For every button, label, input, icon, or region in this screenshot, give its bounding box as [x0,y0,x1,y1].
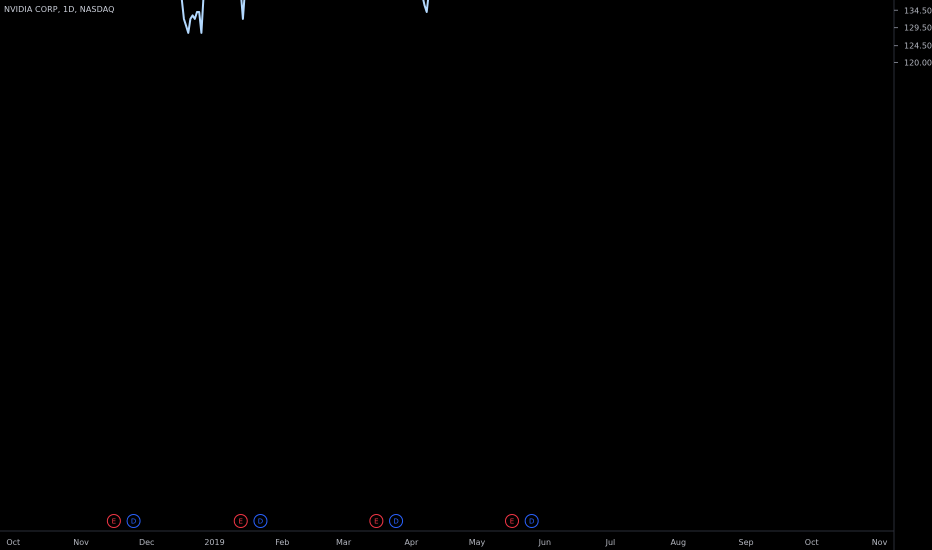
earnings-event-icon[interactable]: E [505,514,519,528]
svg-text:D: D [529,518,534,526]
earnings-event-icon[interactable]: E [369,514,384,528]
x-tick-label: Oct [6,538,20,547]
dividend-event-icon[interactable]: D [253,514,268,528]
svg-text:D: D [131,518,136,526]
x-axis[interactable]: Oct Nov Dec 2019 Feb Mar Apr May Jun Jul Aug Sep Oct… [6,538,887,547]
x-tick-label: Feb [275,538,289,547]
earnings-event-icon[interactable]: E [233,514,248,528]
y-tick-label: 124.50 [904,42,932,51]
y-tick-label: 134.50 [904,6,932,15]
x-tick-label: Aug [670,538,686,547]
x-tick-label: 2019 [204,538,224,547]
svg-text:D: D [258,518,263,526]
x-tick-label: May [469,538,486,547]
price-line[interactable] [5,0,622,34]
x-tick-label: Jul [605,538,616,547]
y-tick-label: 120.00 [904,58,932,67]
x-tick-label: Dec [139,538,154,547]
svg-text:E: E [239,518,243,526]
x-tick-label: Jun [538,538,552,547]
x-tick-label: Apr [404,538,419,547]
chart-title: NVIDIA CORP, 1D, NASDAQ [4,5,115,14]
y-axis[interactable]: 310.00290.00270.00260.00250.00240.00230.… [894,0,932,67]
x-tick-label: Oct [805,538,819,547]
y-tick-label: 129.50 [904,24,932,33]
dividend-event-icon[interactable]: D [126,514,141,528]
x-tick-label: Nov [73,538,89,547]
x-tick-label: Sep [739,538,754,547]
earnings-event-icon[interactable]: E [106,514,121,528]
svg-text:E: E [112,518,116,526]
svg-text:E: E [510,518,514,526]
dividend-event-icon[interactable]: D [389,514,404,528]
svg-text:D: D [393,518,398,526]
x-tick-label: Mar [336,538,352,547]
price-series [5,0,622,34]
dividend-event-icon[interactable]: D [524,514,539,528]
svg-text:E: E [374,518,378,526]
x-tick-label: Nov [872,538,888,547]
